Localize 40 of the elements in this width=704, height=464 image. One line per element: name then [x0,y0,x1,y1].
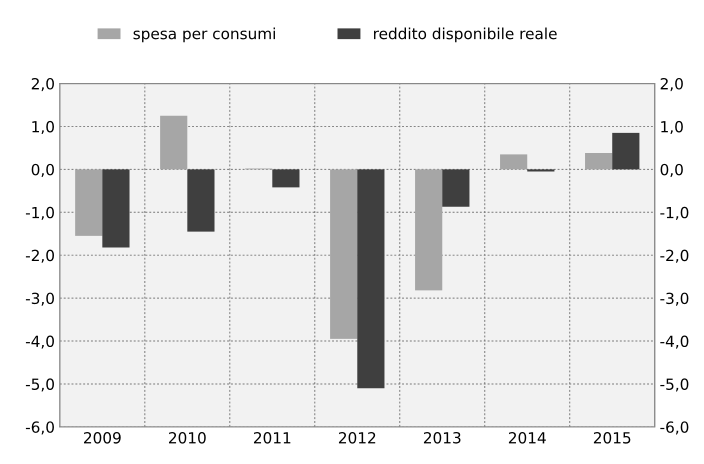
bar [585,153,612,170]
y2-tick-label: 0,0 [660,164,683,177]
x-tick-label: 2009 [84,432,121,444]
y-tick-label: -3,0 [26,292,54,306]
y2-tick-label: -3,0 [660,292,688,306]
y2-tick-label: -6,0 [660,421,688,434]
y-tick-label: -5,0 [26,378,54,392]
y-tick-label: -6,0 [26,421,54,434]
y-tick-label: -4,0 [26,336,54,349]
x-tick-label: 2011 [254,432,290,444]
x-tick-label: 2015 [594,432,630,444]
y-tick-label: -1,0 [26,206,54,220]
y2-tick-label: -4,0 [660,336,688,349]
bar [442,169,470,207]
y2-tick-label: -5,0 [660,378,688,392]
y-tick-label: 2,0 [32,78,54,92]
y2-tick-label: 1,0 [661,120,683,134]
bar [330,169,358,339]
y-tick-label: 1,0 [32,120,54,134]
bar [160,116,188,170]
y-tick-label: 0,0 [32,164,54,177]
y2-tick-label: -1,0 [660,206,688,220]
bar [415,169,442,290]
bar [187,169,215,232]
bar [272,169,300,188]
y-tick-label: -2,0 [26,250,54,263]
bar [357,169,384,388]
bar [500,154,528,170]
x-tick-label: 2012 [338,432,376,444]
y2-tick-label: -2,0 [660,250,688,263]
y2-tick-label: 2,0 [660,78,683,92]
bar [527,169,554,172]
legend-label: reddito disponibile reale [374,28,557,42]
x-tick-label: 2013 [424,432,460,444]
bar [612,132,640,170]
legend-label: spesa per consumi [134,28,275,42]
bar [75,169,102,236]
x-tick-label: 2014 [508,432,546,444]
bar [102,169,130,248]
x-tick-label: 2010 [168,432,206,444]
